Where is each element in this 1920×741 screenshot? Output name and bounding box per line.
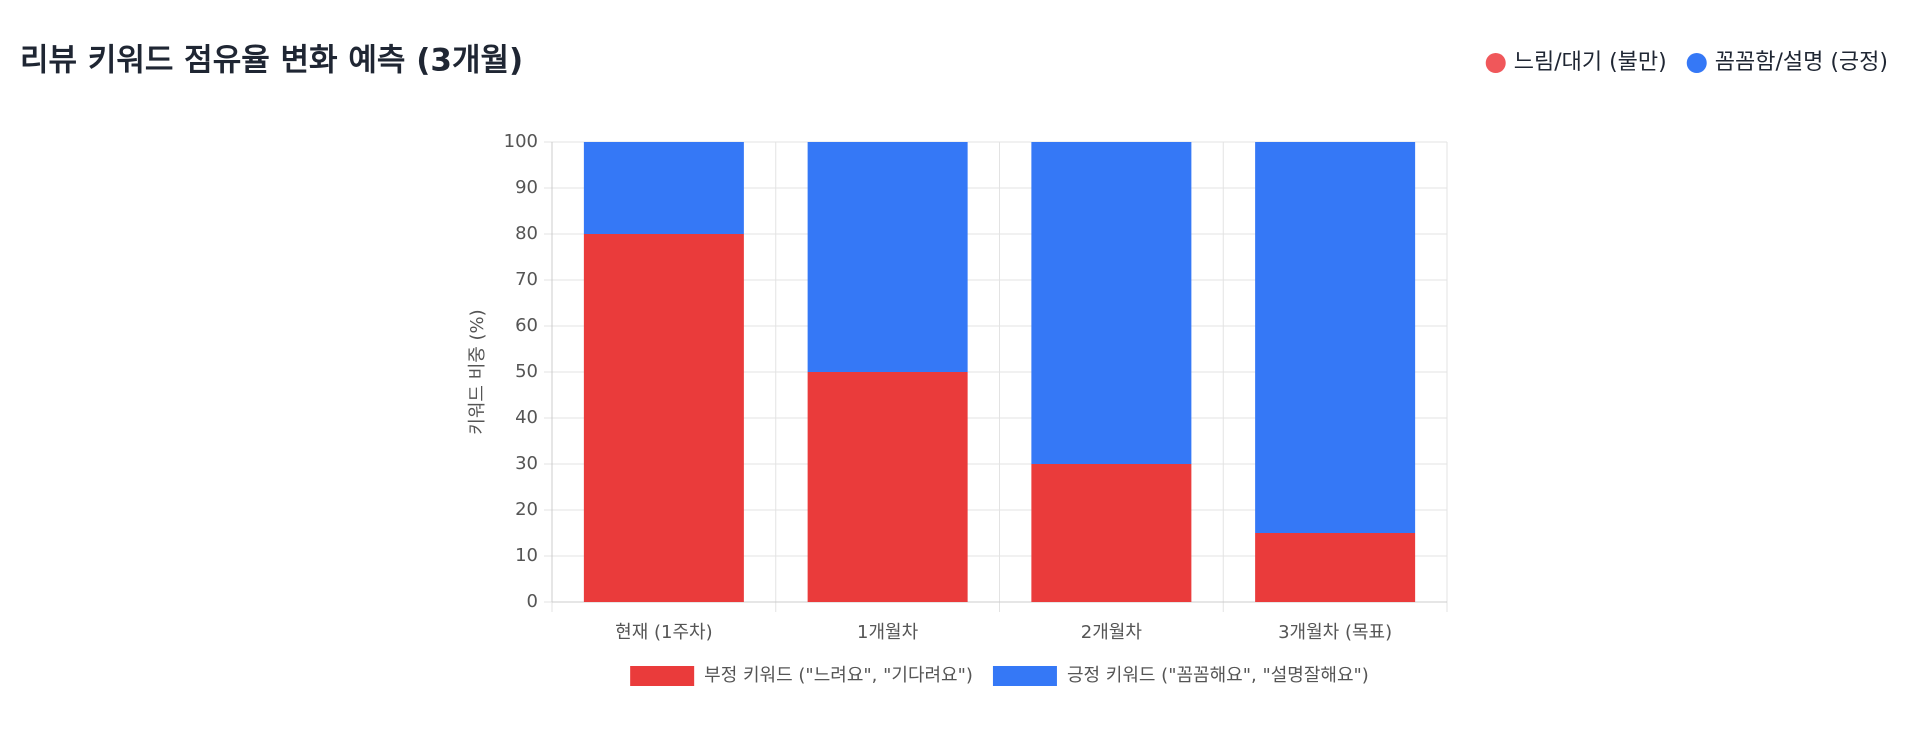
y-axis-label: 키워드 비중 (%) <box>467 309 488 434</box>
bar <box>583 234 744 602</box>
y-tick-label: 30 <box>515 453 538 474</box>
bar <box>807 142 968 372</box>
legend-label: 긍정 키워드 ("꼼꼼해요", "설명잘해요") <box>1067 665 1369 686</box>
y-tick-label: 60 <box>515 315 538 336</box>
legend-label: 부정 키워드 ("느려요", "기다려요") <box>704 665 973 686</box>
x-tick-label: 1개월차 <box>857 622 919 643</box>
bar <box>583 142 744 234</box>
bar <box>1255 533 1416 602</box>
header-legend-dot <box>1686 53 1707 73</box>
x-tick-label: 현재 (1주차) <box>615 622 712 643</box>
y-tick-label: 100 <box>504 131 538 152</box>
legend-swatch <box>992 666 1057 686</box>
chart-title: 리뷰 키워드 점유율 변화 예측 (3개월) <box>20 43 523 79</box>
bar <box>1031 464 1192 602</box>
y-tick-label: 10 <box>515 545 538 566</box>
bar <box>1031 142 1192 464</box>
x-tick-label: 3개월차 (목표) <box>1278 622 1392 643</box>
y-tick-label: 20 <box>515 499 538 520</box>
bar <box>807 372 968 602</box>
y-tick-label: 90 <box>515 177 538 198</box>
header-legend-dot <box>1485 53 1506 73</box>
header-legend-label: 느림/대기 (불만) <box>1514 50 1667 75</box>
y-tick-label: 70 <box>515 269 538 290</box>
y-tick-label: 80 <box>515 223 538 244</box>
y-tick-label: 50 <box>515 361 538 382</box>
y-tick-label: 0 <box>527 591 538 612</box>
bar <box>1255 142 1416 533</box>
legend-swatch <box>630 666 695 686</box>
header-legend-label: 꼼꼼함/설명 (긍정) <box>1715 50 1888 75</box>
y-tick-label: 40 <box>515 407 538 428</box>
x-tick-label: 2개월차 <box>1081 622 1143 643</box>
